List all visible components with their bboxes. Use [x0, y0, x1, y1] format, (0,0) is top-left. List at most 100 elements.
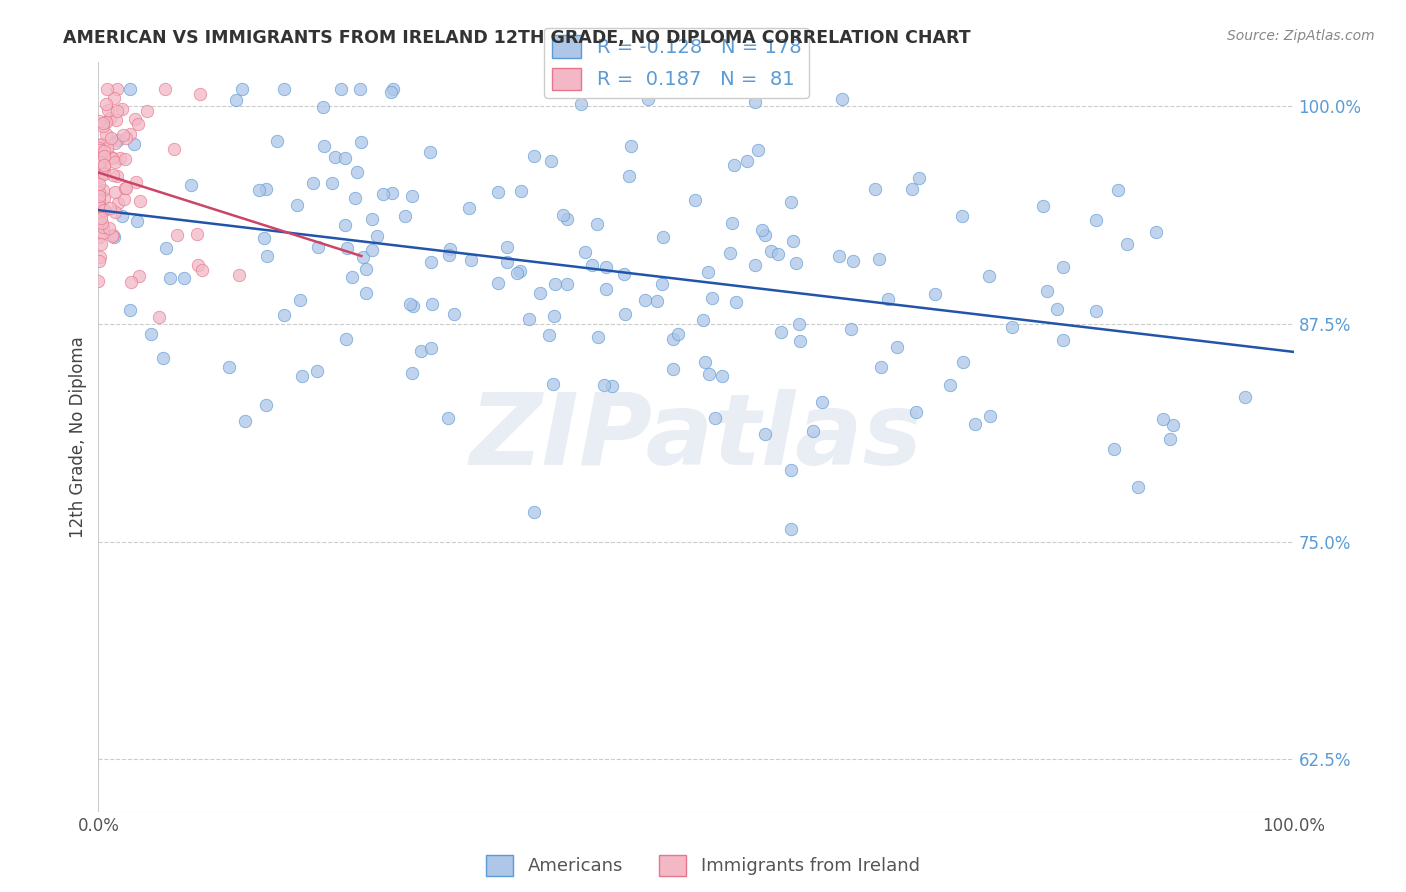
Point	[159, 271, 181, 285]
Point	[571, 96, 593, 111]
Point	[139, 327, 162, 342]
Point	[285, 198, 308, 212]
Point	[87, 193, 110, 207]
Point	[356, 285, 378, 300]
Point	[886, 340, 908, 354]
Point	[235, 414, 257, 428]
Point	[360, 244, 382, 258]
Point	[661, 362, 683, 376]
Point	[253, 231, 276, 245]
Point	[329, 81, 352, 95]
Point	[557, 277, 579, 292]
Point	[87, 114, 110, 128]
Point	[651, 277, 673, 291]
Point	[1163, 417, 1185, 432]
Point	[538, 327, 561, 342]
Point	[411, 343, 433, 358]
Point	[486, 185, 509, 199]
Point	[437, 410, 460, 425]
Point	[125, 214, 148, 228]
Point	[98, 111, 121, 125]
Point	[254, 181, 277, 195]
Point	[128, 194, 150, 209]
Point	[105, 113, 128, 128]
Point	[1046, 302, 1069, 317]
Point	[87, 198, 110, 212]
Text: Source: ZipAtlas.com: Source: ZipAtlas.com	[1227, 29, 1375, 43]
Point	[831, 92, 853, 106]
Point	[768, 247, 790, 261]
Point	[290, 293, 312, 308]
Point	[104, 136, 127, 150]
Point	[581, 258, 603, 272]
Point	[399, 297, 422, 311]
Point	[302, 176, 325, 190]
Point	[349, 81, 371, 95]
Point	[336, 241, 359, 255]
Point	[720, 246, 742, 260]
Legend: Americans, Immigrants from Ireland: Americans, Immigrants from Ireland	[479, 847, 927, 883]
Point	[218, 359, 240, 374]
Point	[600, 379, 623, 393]
Point	[595, 260, 617, 274]
Point	[1152, 412, 1174, 426]
Point	[87, 154, 110, 169]
Point	[91, 220, 114, 235]
Point	[89, 143, 111, 157]
Point	[517, 312, 540, 326]
Point	[89, 205, 111, 219]
Point	[89, 160, 111, 174]
Point	[228, 268, 250, 283]
Point	[111, 128, 134, 142]
Point	[541, 377, 564, 392]
Point	[87, 138, 110, 153]
Point	[120, 302, 142, 317]
Point	[87, 213, 110, 227]
Point	[98, 221, 121, 235]
Point	[118, 81, 141, 95]
Point	[963, 417, 986, 431]
Point	[634, 293, 657, 307]
Point	[811, 395, 834, 409]
Point	[127, 117, 149, 131]
Point	[90, 137, 112, 152]
Point	[711, 369, 734, 384]
Point	[381, 81, 404, 95]
Point	[312, 139, 335, 153]
Point	[110, 209, 132, 223]
Point	[1107, 183, 1129, 197]
Point	[90, 154, 112, 169]
Point	[87, 198, 110, 212]
Point	[231, 81, 253, 95]
Point	[103, 230, 125, 244]
Point	[155, 241, 177, 255]
Point	[352, 250, 374, 264]
Point	[697, 367, 720, 381]
Point	[93, 167, 115, 181]
Point	[93, 203, 115, 218]
Point	[152, 351, 174, 366]
Point	[865, 181, 887, 195]
Point	[419, 145, 441, 160]
Point	[323, 150, 346, 164]
Point	[574, 244, 596, 259]
Point	[420, 297, 443, 311]
Point	[87, 170, 110, 185]
Point	[555, 212, 578, 227]
Point	[87, 229, 110, 244]
Y-axis label: 12th Grade, No Diploma: 12th Grade, No Diploma	[69, 336, 87, 538]
Point	[101, 228, 124, 243]
Point	[124, 112, 146, 127]
Point	[122, 137, 145, 152]
Point	[721, 216, 744, 230]
Point	[754, 227, 776, 242]
Point	[460, 253, 482, 268]
Point	[93, 149, 115, 163]
Point	[780, 522, 803, 536]
Point	[91, 226, 114, 240]
Point	[828, 249, 851, 263]
Point	[114, 131, 136, 145]
Point	[108, 152, 131, 166]
Point	[87, 274, 110, 288]
Point	[247, 183, 270, 197]
